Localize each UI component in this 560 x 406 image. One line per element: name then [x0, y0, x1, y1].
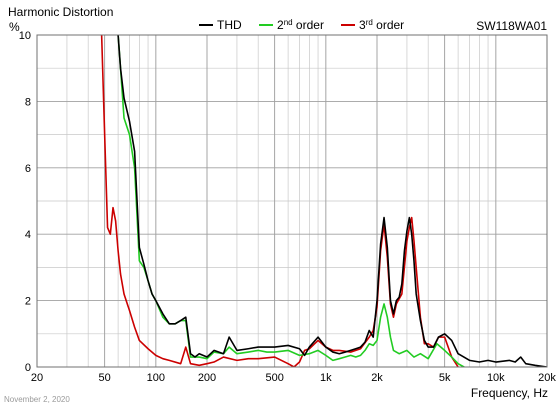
x-tick-label: 1k — [320, 372, 332, 384]
plot-area — [36, 34, 548, 368]
legend-label: THD — [217, 18, 242, 32]
legend-label: 2nd order — [277, 18, 324, 32]
y-axis-ticks: 0 2 4 6 8 10 — [19, 30, 31, 374]
x-tick-label: 20 — [31, 372, 43, 384]
chart-title: Harmonic Distortion — [8, 5, 113, 19]
major-grid — [36, 35, 548, 367]
legend-label: 3rd order — [359, 18, 404, 32]
x-tick-label: 200 — [198, 372, 216, 384]
legend: THD 2nd order 3rd order — [199, 18, 404, 32]
x-tick-label: 500 — [265, 372, 283, 384]
y-axis-label: % — [9, 20, 20, 34]
y-tick-label: 8 — [25, 96, 31, 108]
x-tick-label: 10k — [487, 372, 505, 384]
date-stamp: November 2, 2020 — [4, 395, 70, 404]
model-label: SW118WA01 — [476, 19, 547, 33]
x-tick-label: 20k — [538, 372, 556, 384]
y-tick-label: 6 — [25, 163, 31, 175]
series-line-thd — [117, 35, 547, 367]
legend-second-order: 2nd order — [259, 18, 324, 32]
y-tick-label: 4 — [25, 229, 31, 241]
y-tick-label: 10 — [19, 30, 31, 42]
series-line-third-order — [100, 35, 459, 367]
y-tick-label: 2 — [25, 296, 31, 308]
plot-frame — [36, 34, 548, 368]
x-tick-label: 100 — [147, 372, 165, 384]
y-tick-label: 0 — [25, 362, 31, 374]
legend-thd: THD — [199, 18, 242, 32]
x-tick-label: 50 — [99, 372, 111, 384]
x-axis-ticks: 20 50 100 200 500 1k 2k 5k 10k 20k — [31, 372, 556, 384]
x-axis-label: Frequency, Hz — [471, 386, 548, 400]
legend-third-order: 3rd order — [341, 18, 404, 32]
x-tick-label: 2k — [371, 372, 383, 384]
x-tick-label: 5k — [439, 372, 451, 384]
series-lines — [100, 35, 547, 367]
